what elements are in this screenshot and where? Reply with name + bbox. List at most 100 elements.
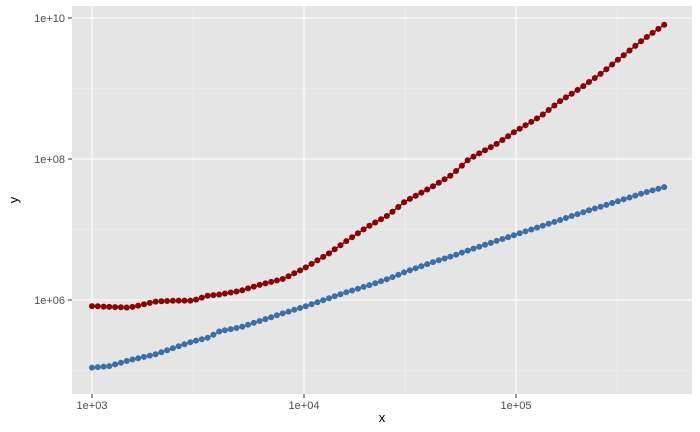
data-point — [360, 283, 367, 290]
data-point — [308, 260, 315, 267]
data-point — [94, 303, 101, 310]
data-point — [297, 305, 304, 311]
data-point — [314, 257, 321, 264]
data-point — [424, 261, 431, 268]
data-point — [580, 83, 587, 90]
data-point — [216, 291, 223, 298]
data-point — [406, 195, 413, 202]
data-point — [331, 246, 338, 253]
data-point — [493, 140, 500, 147]
data-point — [250, 319, 257, 326]
data-point — [221, 290, 228, 297]
data-point — [106, 363, 113, 370]
data-point — [401, 199, 408, 206]
data-point — [412, 192, 419, 199]
data-point — [470, 245, 477, 252]
data-point — [464, 157, 471, 164]
data-point — [528, 226, 535, 233]
data-point — [591, 205, 598, 212]
data-point — [545, 107, 552, 113]
data-point — [343, 289, 350, 296]
data-point — [453, 251, 460, 258]
data-point — [372, 280, 379, 287]
data-point — [435, 179, 442, 186]
y-axis-title: y — [6, 196, 21, 203]
data-point — [372, 219, 379, 226]
data-point — [227, 326, 234, 333]
data-point — [141, 301, 147, 308]
data-point — [314, 299, 321, 306]
data-point — [354, 230, 361, 237]
y-tick-label: 1e+06 — [34, 295, 65, 307]
data-point — [204, 334, 211, 341]
data-point — [638, 38, 645, 45]
data-point — [112, 361, 119, 368]
data-point — [129, 303, 136, 310]
data-point — [418, 189, 425, 196]
x-axis-ticks: 1e+03 1e+04 1e+05 — [77, 394, 532, 412]
data-point — [661, 184, 668, 191]
data-point — [169, 345, 176, 352]
data-point — [591, 75, 598, 81]
data-point — [245, 285, 251, 292]
data-point — [245, 321, 251, 328]
data-point — [378, 216, 384, 223]
data-point — [250, 283, 257, 290]
data-point — [141, 353, 147, 360]
x-tick-label: 1e+05 — [501, 400, 532, 412]
data-point — [435, 257, 442, 264]
data-point — [383, 213, 390, 219]
data-point — [516, 125, 523, 132]
data-point — [302, 303, 309, 310]
data-point — [482, 147, 488, 154]
data-point — [366, 222, 373, 229]
data-point — [337, 242, 344, 249]
data-point — [146, 352, 153, 359]
data-point — [100, 363, 107, 370]
data-point — [158, 349, 165, 356]
data-point — [239, 323, 246, 330]
data-point — [175, 343, 182, 350]
data-point — [233, 325, 240, 331]
data-point — [661, 21, 668, 28]
data-point — [326, 250, 332, 257]
data-point — [464, 247, 471, 254]
data-point — [441, 176, 448, 183]
data-point — [418, 263, 425, 270]
data-point — [528, 118, 535, 125]
data-point — [123, 358, 130, 364]
data-point — [632, 192, 639, 199]
data-point — [117, 304, 124, 311]
x-tick-label: 1e+04 — [289, 400, 320, 412]
data-point — [181, 341, 188, 348]
data-point — [568, 90, 575, 97]
data-point — [522, 228, 529, 235]
data-point — [580, 209, 587, 216]
data-point — [626, 47, 633, 54]
data-point — [424, 186, 431, 193]
data-point — [603, 66, 610, 73]
data-point — [574, 87, 581, 93]
data-point — [273, 277, 280, 284]
x-tick-label: 1e+03 — [77, 400, 108, 412]
data-point — [510, 129, 517, 136]
data-point — [227, 289, 234, 296]
data-point — [597, 70, 604, 77]
data-point — [649, 29, 656, 36]
data-point — [643, 189, 650, 195]
data-point — [389, 208, 396, 215]
data-point — [505, 133, 512, 140]
data-point — [401, 269, 408, 276]
data-point — [262, 316, 269, 323]
data-point — [487, 144, 494, 151]
data-point — [100, 303, 107, 310]
data-point — [620, 52, 627, 59]
data-point — [279, 310, 286, 317]
series-1 — [89, 21, 668, 311]
data-point — [273, 312, 280, 319]
data-point — [123, 304, 130, 311]
data-point — [354, 285, 361, 292]
data-point — [297, 267, 304, 274]
data-point — [430, 183, 436, 190]
